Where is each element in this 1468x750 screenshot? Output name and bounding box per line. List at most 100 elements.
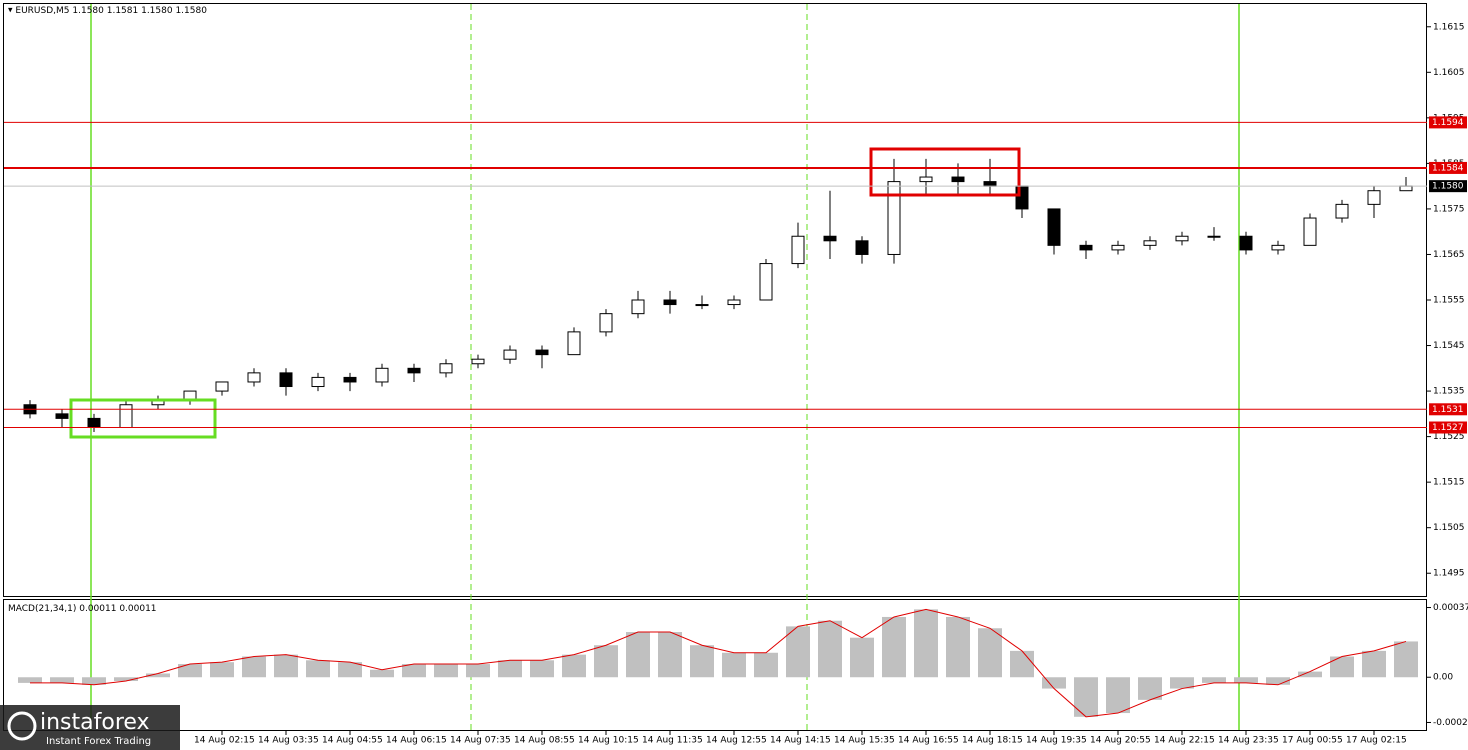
candle-body — [1175, 235, 1189, 242]
x-tick-label: 14 Aug 02:15 — [194, 736, 255, 746]
candle-body — [1367, 190, 1381, 205]
histogram-bar — [1266, 677, 1290, 685]
y-tick-label: 1.1535 — [1433, 387, 1465, 397]
histogram-bar — [1202, 677, 1226, 683]
current-price-tag — [1429, 180, 1467, 193]
candle-body — [1239, 235, 1253, 251]
candle-body — [919, 176, 933, 183]
x-tick-label: 14 Aug 03:35 — [258, 736, 319, 746]
candle-body — [247, 372, 261, 383]
x-tick-label: 14 Aug 16:55 — [898, 736, 959, 746]
histogram-bar — [786, 626, 810, 678]
histogram-bar — [370, 669, 394, 678]
histogram-bar — [1074, 677, 1098, 717]
candle-body — [471, 358, 485, 365]
histogram-bar — [1394, 641, 1418, 678]
histogram-bar — [274, 654, 298, 678]
candle-body — [503, 349, 517, 360]
level-label: 1.1527 — [1432, 423, 1464, 433]
chart-title: EURUSD,M5 — [15, 6, 69, 16]
candle-body — [1079, 244, 1093, 251]
x-tick-label: 14 Aug 10:15 — [578, 736, 639, 746]
histogram-bar — [658, 632, 682, 678]
y-tick-label: 1.1575 — [1433, 204, 1465, 214]
candle-body — [1111, 244, 1125, 251]
candle-body — [695, 304, 709, 307]
x-tick-label: 14 Aug 18:15 — [962, 736, 1023, 746]
level-label: 1.1584 — [1432, 163, 1464, 173]
y-tick-label: 0.00 — [1433, 673, 1453, 683]
histogram-bar — [1042, 677, 1066, 689]
level-tag — [1429, 421, 1467, 434]
x-tick-label: 14 Aug 22:15 — [1154, 736, 1215, 746]
y-tick-label: 1.1495 — [1433, 569, 1465, 579]
histogram-bar — [818, 620, 842, 678]
candle-body — [1047, 208, 1061, 246]
x-tick-label: 14 Aug 20:55 — [1090, 736, 1151, 746]
candle-body — [439, 363, 453, 374]
y-tick-label: 1.1615 — [1433, 22, 1465, 32]
candle-body — [951, 176, 965, 183]
watermark-logo — [7, 711, 37, 741]
histogram-bar — [434, 664, 458, 678]
histogram-bar — [306, 660, 330, 678]
candle-body — [1143, 240, 1157, 246]
histogram-bar — [210, 662, 234, 678]
candle-body — [1399, 185, 1413, 192]
x-tick-label: 14 Aug 06:15 — [386, 736, 447, 746]
candle-body — [887, 181, 901, 255]
histogram-bar — [594, 645, 618, 678]
candle-body — [1271, 244, 1285, 251]
histogram-bar — [82, 677, 106, 685]
candle-body — [343, 376, 357, 383]
current-price-label: 1.1580 — [1432, 182, 1464, 192]
x-tick-label: 17 Aug 02:15 — [1346, 736, 1407, 746]
candle-body — [407, 367, 421, 374]
highlight-box — [869, 147, 1021, 197]
histogram-bar — [242, 656, 266, 678]
level-tag — [1429, 116, 1467, 129]
y-tick-label: 1.1545 — [1433, 341, 1465, 351]
y-tick-label: 1.1555 — [1433, 296, 1465, 306]
histogram-bar — [1010, 650, 1034, 678]
histogram-bar — [498, 660, 522, 678]
candle-body — [791, 235, 805, 265]
histogram-bar — [178, 664, 202, 678]
histogram-bar — [1362, 650, 1386, 678]
candle-body — [535, 349, 549, 356]
y-tick-label: 1.1605 — [1433, 68, 1465, 78]
level-label: 1.1594 — [1432, 118, 1464, 128]
histogram-bar — [562, 654, 586, 678]
indicator-readout: 0.00011 0.00011 — [79, 604, 156, 614]
candle-body — [567, 331, 581, 356]
y-tick-label: 0.00037 — [1433, 603, 1468, 613]
histogram-bar — [466, 664, 490, 678]
candle-body — [311, 376, 325, 388]
chart-title: ▾ EURUSD,M5 1.1580 1.1581 1.1580 1.1580 — [8, 6, 207, 16]
macd-panel — [3, 599, 1427, 731]
x-tick-label: 14 Aug 19:35 — [1026, 736, 1087, 746]
candle-body — [1335, 203, 1349, 219]
histogram-bar — [1170, 677, 1194, 689]
level-label: 1.1531 — [1432, 405, 1464, 415]
candle-body — [1303, 217, 1317, 246]
candle-body — [631, 299, 645, 315]
histogram-bar — [882, 616, 906, 678]
x-tick-label: 14 Aug 15:35 — [834, 736, 895, 746]
candle-body — [55, 413, 69, 419]
candle-body — [855, 240, 869, 255]
histogram-bar — [946, 616, 970, 678]
x-tick-label: 14 Aug 04:55 — [322, 736, 383, 746]
candle-body — [599, 313, 613, 333]
histogram-bar — [1138, 677, 1162, 700]
highlight-box — [69, 398, 217, 439]
y-tick-label: 1.1565 — [1433, 250, 1465, 260]
histogram-bar — [1234, 677, 1258, 683]
histogram-bar — [914, 609, 938, 678]
candle-body — [375, 367, 389, 383]
histogram-bar — [1298, 671, 1322, 678]
histogram-bar — [1330, 656, 1354, 678]
x-tick-label: 14 Aug 08:55 — [514, 736, 575, 746]
x-tick-label: 14 Aug 12:55 — [706, 736, 767, 746]
